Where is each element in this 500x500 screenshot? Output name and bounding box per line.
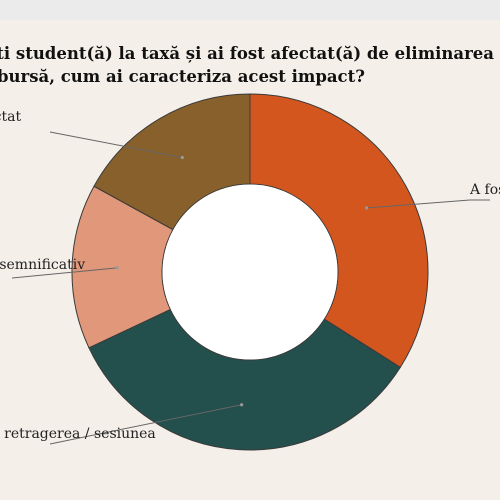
leader-line-4 (49, 131, 183, 159)
chart-title-line-2: bursă, cum ai caracteriza acest impact? (0, 67, 365, 86)
leader-line-1 (366, 199, 490, 209)
donut-slice-3 (71, 185, 174, 349)
slice-label-4: M-a afectat (0, 109, 21, 125)
donut-chart: Dacă ești student(ă) la taxă și ai fost … (0, 44, 500, 451)
leader-line-2 (49, 404, 242, 445)
slice-label-2: Am luat în calcul retragerea / sesiunea (0, 426, 156, 442)
slice-label-1: A fost foarte grav (469, 182, 500, 198)
leader-line-3 (11, 267, 118, 279)
slice-label-3: Nu a avut un impact semnificativ (0, 257, 85, 273)
donut-hole (162, 184, 338, 360)
leader-dot-4 (180, 155, 184, 160)
donut-slice-2 (88, 308, 401, 451)
chart-title-line-1: Dacă ești student(ă) la taxă și ai fost … (0, 44, 500, 63)
chart-frame: Dacă ești student(ă) la taxă și ai fost … (0, 20, 500, 500)
donut-slice-1 (249, 93, 429, 369)
leader-dot-3 (115, 266, 119, 270)
leader-dot-1 (364, 206, 369, 210)
leader-dot-2 (240, 403, 244, 407)
donut-slice-4 (93, 93, 251, 231)
